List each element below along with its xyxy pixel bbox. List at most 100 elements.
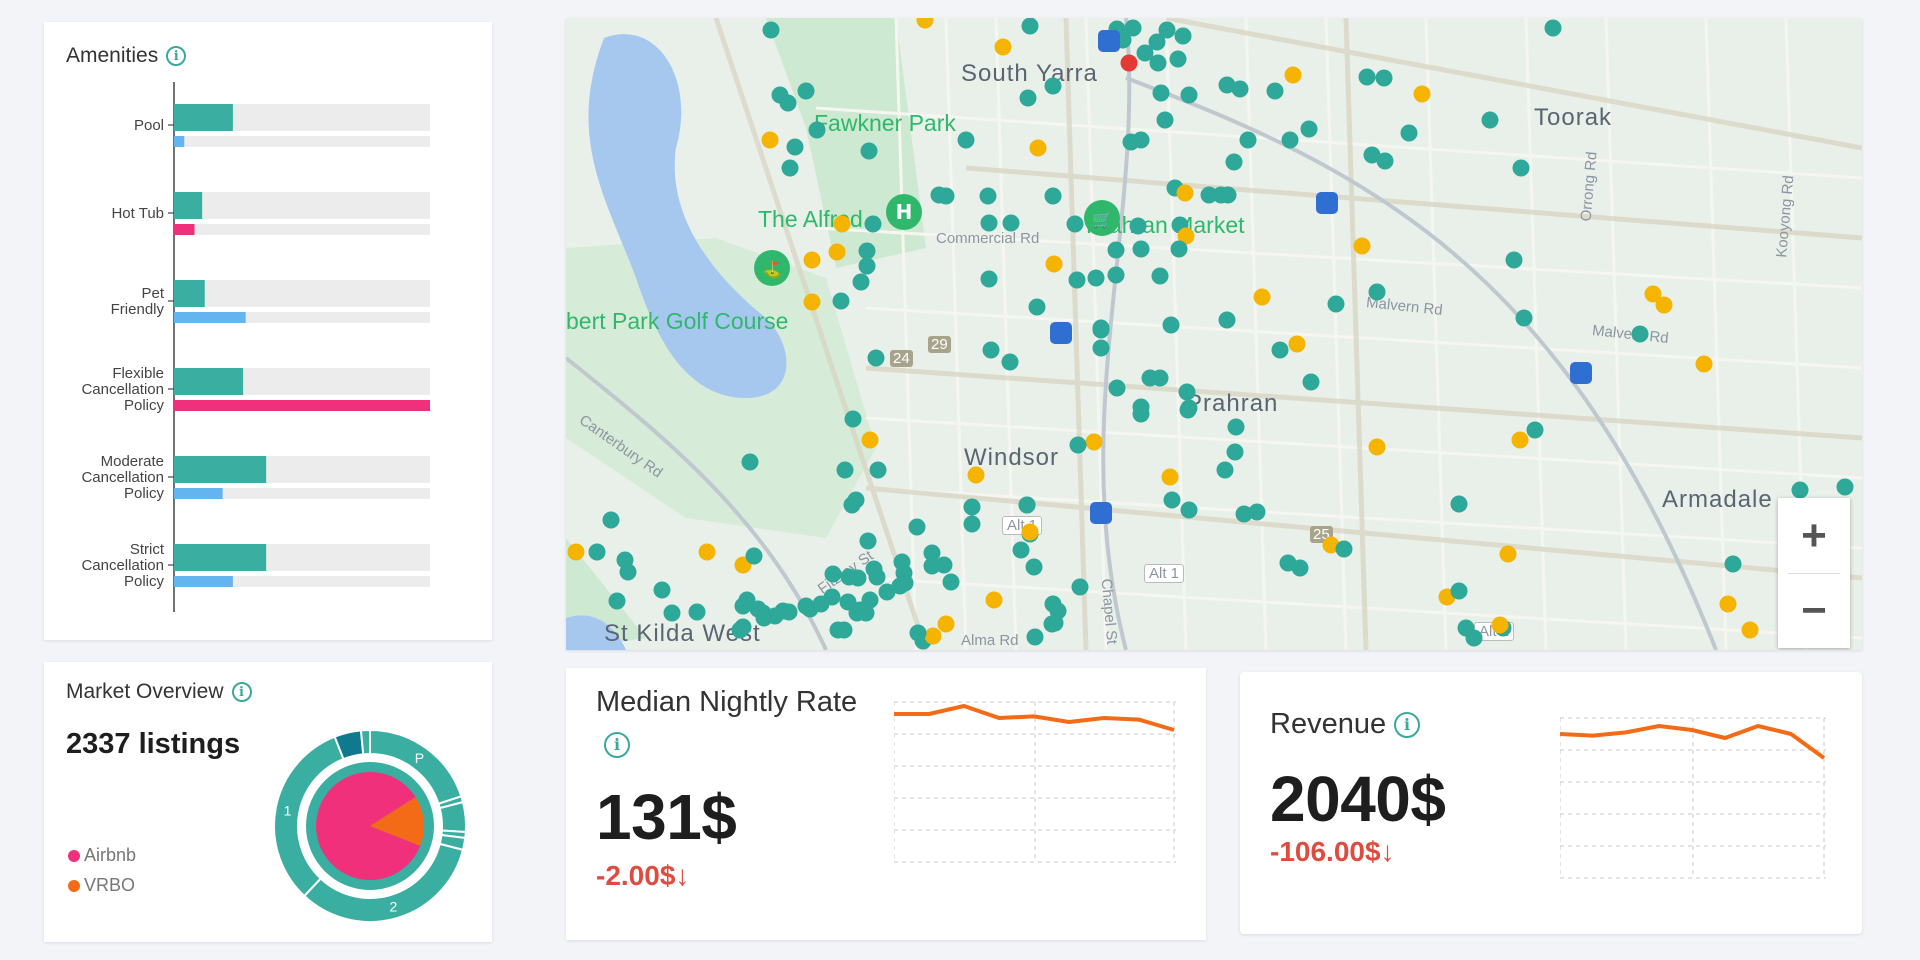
map-listing-marker[interactable] [1068, 271, 1086, 289]
map-listing-marker[interactable] [1114, 31, 1132, 49]
map-listing-marker[interactable] [1376, 152, 1394, 170]
map-listing-marker[interactable] [1163, 491, 1181, 509]
map-listing-marker[interactable] [1491, 616, 1509, 634]
map-listing-marker[interactable] [1180, 501, 1198, 519]
map-listing-marker[interactable] [980, 214, 998, 232]
map-listing-marker[interactable] [619, 563, 637, 581]
map-listing-marker[interactable] [1002, 214, 1020, 232]
amenity-bar-b[interactable] [174, 312, 246, 323]
map-listing-marker[interactable] [1300, 120, 1318, 138]
map-listing-marker[interactable] [1375, 69, 1393, 87]
map-listing-marker[interactable] [979, 187, 997, 205]
map-listing-marker[interactable] [588, 543, 606, 561]
map-listing-marker[interactable] [803, 293, 821, 311]
map-listing-marker[interactable] [858, 257, 876, 275]
map-listing-marker[interactable] [653, 581, 671, 599]
map-listing-marker[interactable] [829, 621, 847, 639]
map-listing-marker[interactable] [1177, 227, 1195, 245]
map-listing-marker[interactable] [1526, 421, 1544, 439]
map-listing-marker[interactable] [864, 215, 882, 233]
map-listing-marker[interactable] [1180, 399, 1198, 417]
map-listing-marker[interactable] [908, 518, 926, 536]
map-listing-marker[interactable] [1028, 298, 1046, 316]
map-listing-marker[interactable] [1322, 536, 1340, 554]
map-listing-marker[interactable] [923, 544, 941, 562]
map-listing-marker[interactable] [1129, 217, 1147, 235]
map-listing-marker[interactable] [1284, 66, 1302, 84]
info-icon[interactable]: i [166, 46, 187, 66]
map-listing-marker[interactable] [1120, 54, 1138, 72]
map-listing-marker[interactable] [1170, 240, 1188, 258]
map-listing-marker[interactable] [1132, 240, 1150, 258]
amenity-bar-b[interactable] [174, 136, 185, 147]
map-listing-marker[interactable] [1092, 321, 1110, 339]
map-listing-marker[interactable] [1400, 124, 1418, 142]
map-listing-marker[interactable] [761, 131, 779, 149]
map-listing-marker[interactable] [868, 568, 886, 586]
map-listing-marker[interactable] [1216, 461, 1234, 479]
map-listing-marker[interactable] [1045, 255, 1063, 273]
map-listing-marker[interactable] [1363, 146, 1381, 164]
map-listing-marker[interactable] [781, 159, 799, 177]
map-listing-marker[interactable] [1724, 555, 1742, 573]
map-view[interactable]: South Yarra Toorak Fawkner Park The Alfr… [566, 18, 1862, 650]
map-listing-marker[interactable] [1085, 433, 1103, 451]
zoom-in-button[interactable]: + [1801, 510, 1827, 560]
map-listing-marker[interactable] [1791, 481, 1809, 499]
donut-outer-segment[interactable] [438, 800, 467, 834]
map-listing-marker[interactable] [1066, 215, 1084, 233]
map-listing-marker[interactable] [916, 18, 934, 29]
map-listing-marker[interactable] [1021, 18, 1039, 35]
map-listing-marker[interactable] [1655, 296, 1673, 314]
map-listing-marker[interactable] [869, 461, 887, 479]
map-listing-marker[interactable] [935, 556, 953, 574]
map-listing-marker[interactable] [1353, 237, 1371, 255]
map-listing-marker[interactable] [852, 273, 870, 291]
map-listing-marker[interactable] [786, 138, 804, 156]
map-listing-marker[interactable] [832, 292, 850, 310]
map-listing-marker[interactable] [1368, 438, 1386, 456]
map-listing-marker[interactable] [937, 187, 955, 205]
donut-pie-slice[interactable] [316, 772, 421, 880]
map-listing-marker[interactable] [1253, 288, 1271, 306]
map-listing-marker[interactable] [994, 38, 1012, 56]
map-listing-marker[interactable] [1162, 316, 1180, 334]
map-listing-marker[interactable] [924, 627, 942, 645]
amenity-bar-b[interactable] [174, 400, 430, 411]
map-listing-marker[interactable] [1087, 269, 1105, 287]
map-listing-marker[interactable] [847, 491, 865, 509]
map-listing-marker[interactable] [1335, 540, 1353, 558]
map-listing-marker[interactable] [1021, 523, 1039, 541]
map-listing-marker[interactable] [985, 591, 1003, 609]
map-listing-marker[interactable] [1235, 505, 1253, 523]
map-listing-marker[interactable] [1169, 50, 1187, 68]
map-listing-marker[interactable] [608, 592, 626, 610]
amenity-bar-a[interactable] [174, 368, 244, 395]
map-listing-marker[interactable] [1049, 602, 1067, 620]
map-listing-marker[interactable] [828, 243, 846, 261]
donut-pie-slice[interactable] [370, 797, 424, 846]
map-listing-marker[interactable] [1132, 398, 1150, 416]
map-listing-marker[interactable] [833, 215, 851, 233]
map-listing-marker[interactable] [1108, 379, 1126, 397]
map-listing-marker[interactable] [1836, 478, 1854, 496]
map-listing-marker[interactable] [1225, 153, 1243, 171]
map-listing-marker[interactable] [1151, 267, 1169, 285]
map-listing-marker[interactable] [858, 242, 876, 260]
map-listing-marker[interactable] [1358, 68, 1376, 86]
amenity-bar-a[interactable] [174, 104, 233, 131]
map-listing-marker[interactable] [1158, 21, 1176, 39]
map-listing-marker[interactable] [1231, 80, 1249, 98]
map-listing-marker[interactable] [1071, 578, 1089, 596]
map-listing-marker[interactable] [957, 131, 975, 149]
map-listing-marker[interactable] [1176, 184, 1194, 202]
info-icon[interactable]: i [231, 682, 252, 702]
map-listing-marker[interactable] [602, 511, 620, 529]
map-listing-marker[interactable] [1161, 468, 1179, 486]
amenity-bar-b[interactable] [174, 224, 195, 235]
map-listing-marker[interactable] [1219, 186, 1237, 204]
zoom-out-button[interactable]: − [1801, 585, 1827, 635]
map-listing-marker[interactable] [1741, 621, 1759, 639]
map-listing-marker[interactable] [860, 142, 878, 160]
map-listing-marker[interactable] [1327, 295, 1345, 313]
